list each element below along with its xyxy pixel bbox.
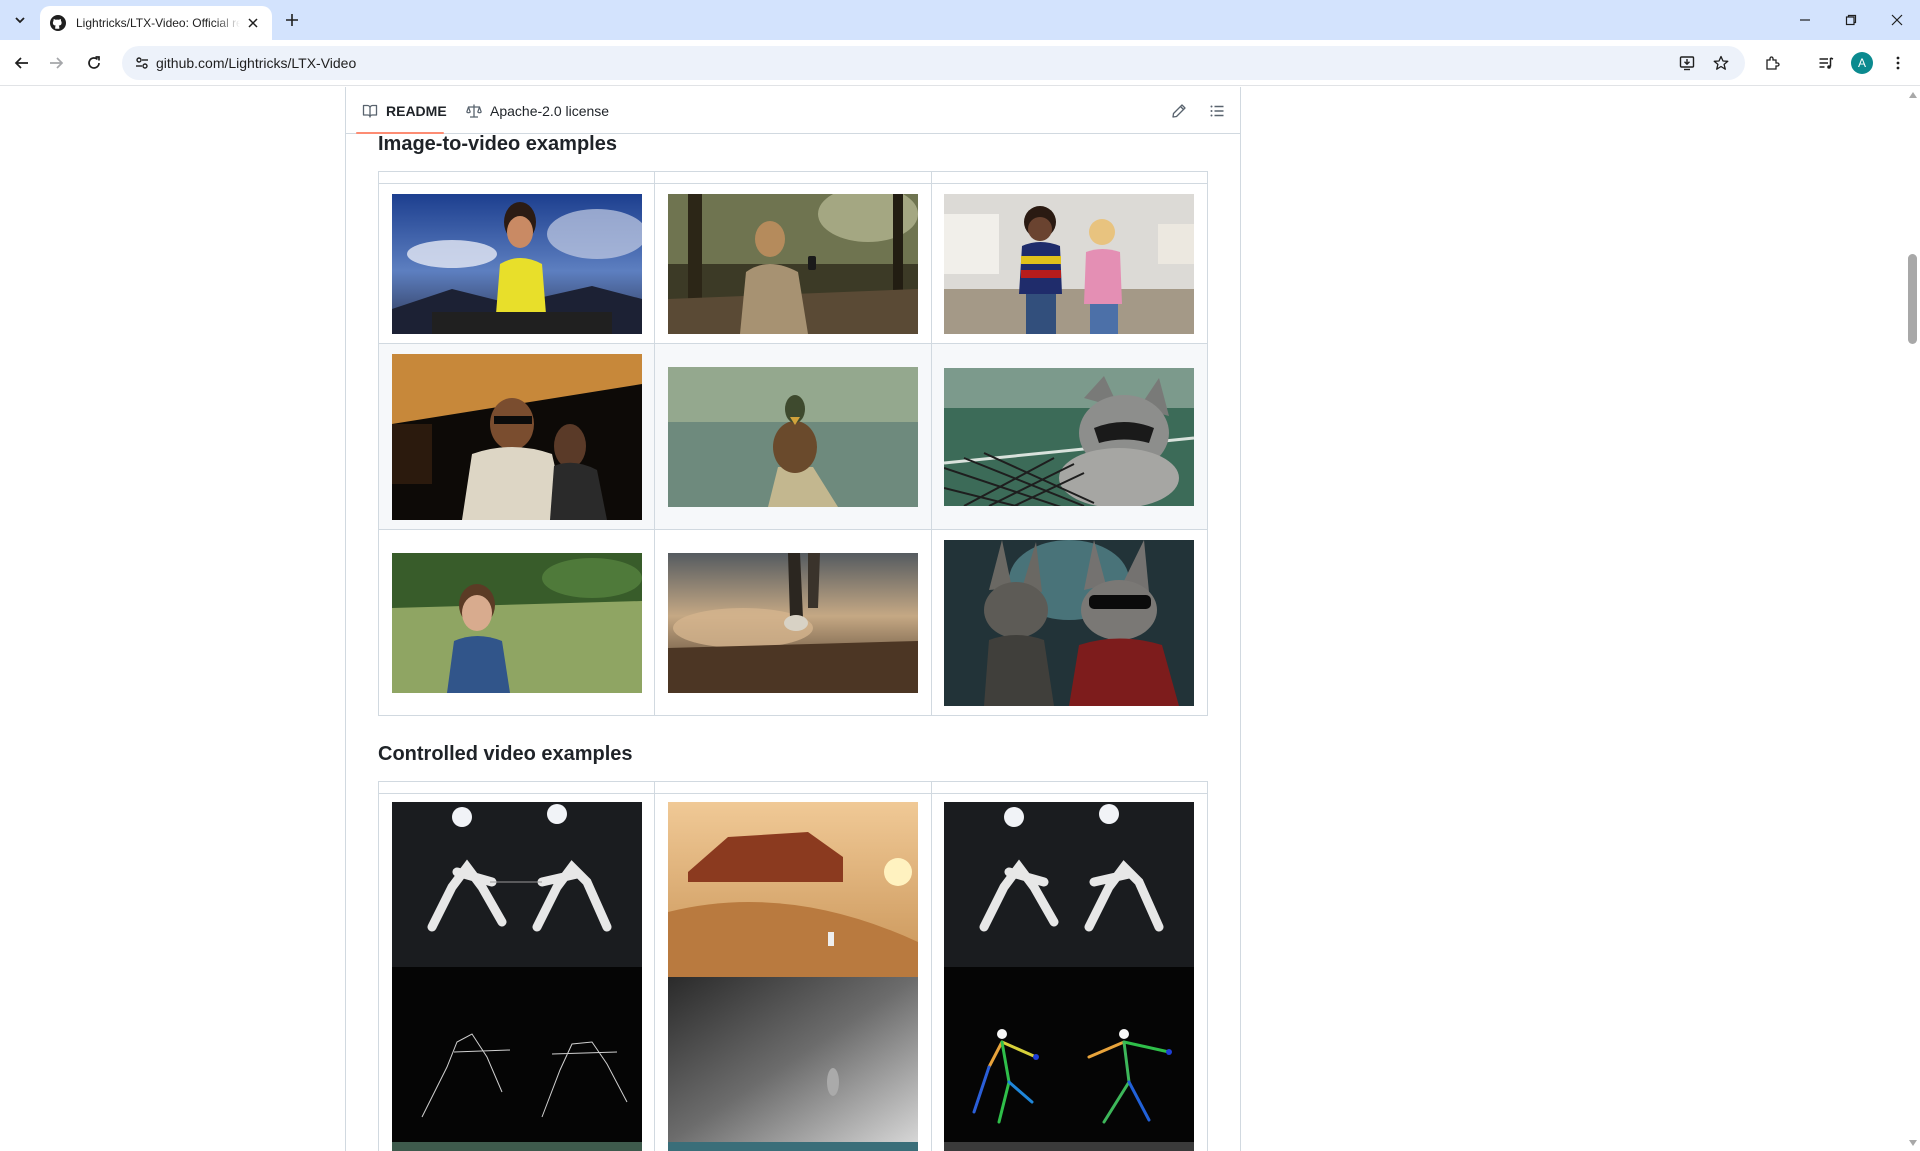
video-thumbnail-running-feet[interactable] [667,552,918,693]
table-row [377,793,1209,1151]
table-cell [930,343,1209,530]
video-thumbnail-rabbits[interactable] [944,539,1195,706]
extensions-button[interactable] [1758,49,1786,77]
install-app-button[interactable] [1675,51,1699,75]
table-cell [654,343,932,530]
tab-license[interactable]: Apache-2.0 license [466,87,609,134]
forward-button[interactable] [42,49,70,77]
address-bar[interactable]: github.com/Lightricks/LTX-Video [122,46,1745,80]
bookmark-button[interactable] [1709,51,1733,75]
site-info-icon[interactable] [132,53,152,73]
table-cell [377,793,656,1151]
browser-tabstrip: Lightricks/LTX-Video: Official re [0,0,1920,40]
reload-icon [88,56,100,69]
video-thumbnail-woman-forest[interactable] [667,193,918,334]
profile-avatar[interactable]: A [1851,52,1873,74]
outline-button[interactable] [1204,98,1230,124]
scroll-up-arrow[interactable] [1907,89,1918,100]
tab-search-button[interactable] [8,8,32,32]
tab-readme[interactable]: README [362,87,447,134]
tab-license-label: Apache-2.0 license [490,102,610,119]
plus-icon [286,14,298,26]
close-icon [248,18,258,28]
video-thumbnail-car-night[interactable] [391,353,642,520]
minimize-button[interactable] [1782,0,1828,40]
video-thumbnail-desert-depth[interactable] [667,802,918,1151]
readme-container: README Apache-2.0 license Image-to-video… [345,87,1241,1151]
close-icon [1891,14,1903,26]
restore-icon [1845,14,1857,26]
video-thumbnail-fencing-pose[interactable] [944,802,1195,1151]
section-title-image-to-video: Image-to-video examples [378,133,617,155]
table-cell [654,183,932,344]
tab-close-button[interactable] [244,14,262,32]
video-thumbnail-dj[interactable] [391,193,642,334]
readme-header: README Apache-2.0 license [346,87,1240,134]
star-icon [1713,55,1729,70]
table-header-cell [654,171,932,184]
browser-toolbar: github.com/Lightricks/LTX-Video A [0,40,1920,86]
new-tab-button[interactable] [280,8,304,32]
page-viewport: README Apache-2.0 license Image-to-video… [0,87,1905,1151]
law-scale-icon [466,103,482,119]
table-header-row [377,781,1209,794]
playlist-icon [1819,57,1834,69]
table-header-cell [930,781,1209,794]
tab-readme-label: README [386,102,447,119]
minimize-icon [1800,19,1810,21]
book-icon [362,103,378,119]
video-thumbnail-raccoon[interactable] [944,367,1195,506]
table-header-cell [930,171,1209,184]
pencil-icon [1172,104,1186,118]
arrow-right-icon [50,57,64,69]
close-window-button[interactable] [1874,0,1920,40]
table-header-cell [377,781,656,794]
table-row [377,343,1209,530]
media-controls-button[interactable] [1812,49,1840,77]
table-cell [654,529,932,716]
url-text[interactable]: github.com/Lightricks/LTX-Video [156,55,357,71]
active-tab-indicator [356,132,444,134]
more-vertical-icon [1896,56,1900,70]
browser-tab-active[interactable]: Lightricks/LTX-Video: Official re [40,6,272,40]
puzzle-icon [1766,56,1780,70]
list-unordered-icon [1210,105,1224,117]
controlled-video-table [377,781,1209,1151]
restore-button[interactable] [1828,0,1874,40]
video-thumbnail-fencing-canny[interactable] [391,802,642,1151]
table-header-cell [654,781,932,794]
table-cell [930,793,1209,1151]
table-header-cell [377,171,656,184]
table-cell [654,793,932,1151]
page-scrollbar[interactable] [1905,87,1920,1151]
table-row [377,529,1209,716]
section-title-controlled-video: Controlled video examples [378,743,633,765]
video-thumbnail-boy-field[interactable] [391,552,642,693]
table-row [377,183,1209,344]
image-to-video-table [377,171,1209,716]
reload-button[interactable] [80,49,108,77]
edit-file-button[interactable] [1166,98,1192,124]
table-cell [377,529,656,716]
github-icon [50,15,66,31]
install-icon [1679,56,1695,71]
video-thumbnail-kids-waving[interactable] [944,193,1195,334]
table-cell [377,343,656,530]
table-cell [377,183,656,344]
arrow-left-icon [14,57,28,69]
table-header-row [377,171,1209,184]
scroll-down-arrow[interactable] [1907,1137,1918,1148]
table-cell [930,529,1209,716]
chevron-down-icon [15,17,25,24]
browser-menu-button[interactable] [1884,49,1912,77]
scrollbar-thumb[interactable] [1908,254,1917,344]
back-button[interactable] [8,49,36,77]
video-thumbnail-duck[interactable] [667,366,918,507]
tab-title: Lightricks/LTX-Video: Official re [76,16,240,30]
table-cell [930,183,1209,344]
